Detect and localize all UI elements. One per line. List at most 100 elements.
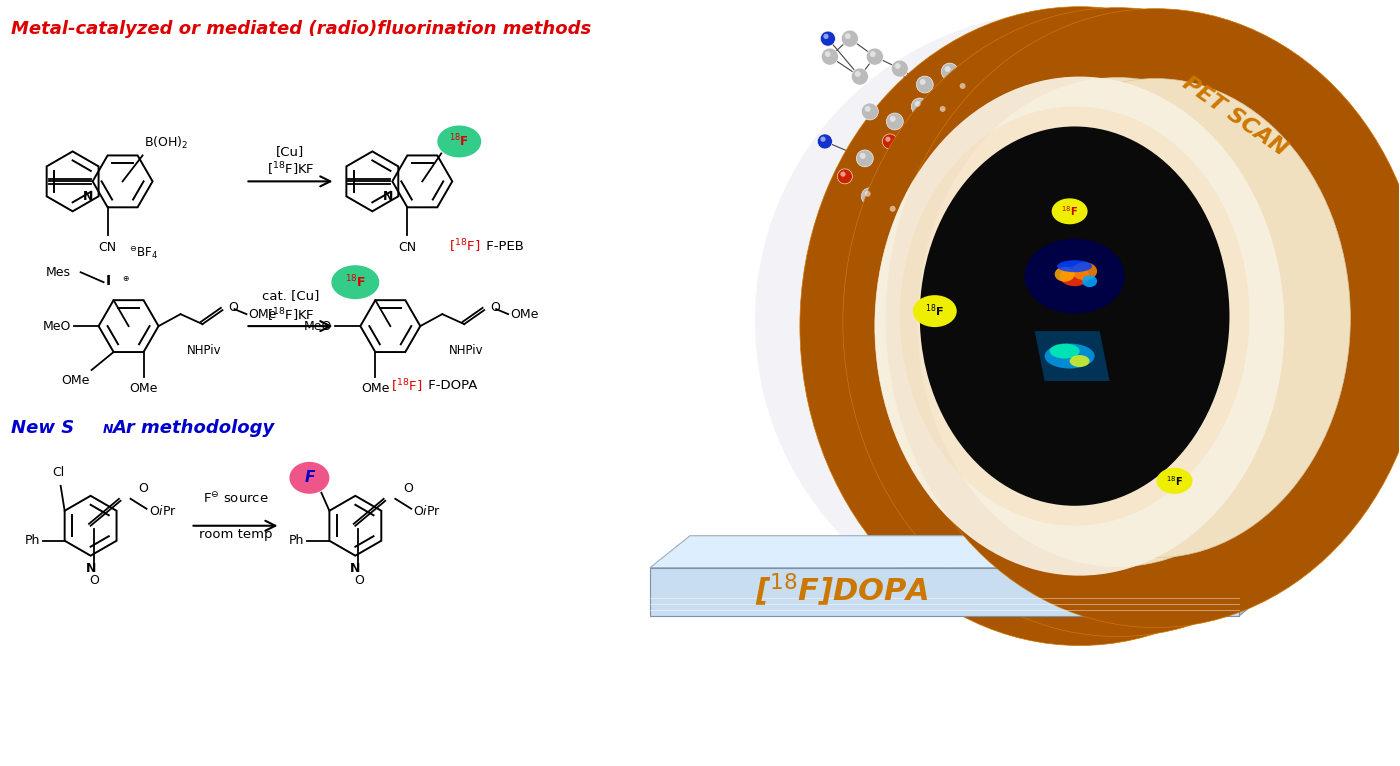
Circle shape (1165, 240, 1170, 244)
Ellipse shape (1082, 275, 1098, 287)
Text: Ar methodology: Ar methodology (112, 419, 274, 437)
Text: [Cu]: [Cu] (276, 146, 305, 159)
Ellipse shape (1057, 260, 1092, 272)
Circle shape (1221, 180, 1238, 197)
Ellipse shape (1054, 267, 1075, 282)
Circle shape (1221, 126, 1238, 143)
Circle shape (916, 76, 934, 93)
Ellipse shape (1072, 262, 1098, 280)
Text: OMe: OMe (62, 374, 90, 387)
Circle shape (1246, 166, 1253, 172)
Text: F: F (304, 470, 315, 486)
Ellipse shape (1060, 267, 1089, 286)
Circle shape (820, 136, 826, 142)
Circle shape (1170, 326, 1175, 332)
Text: N: N (384, 190, 393, 203)
Circle shape (882, 134, 897, 149)
Circle shape (855, 71, 861, 77)
Circle shape (941, 63, 958, 80)
Ellipse shape (1050, 344, 1079, 358)
Ellipse shape (886, 8, 1400, 627)
Circle shape (825, 51, 830, 57)
Circle shape (857, 150, 874, 167)
Circle shape (1191, 250, 1208, 267)
Text: O$i$Pr: O$i$Pr (148, 504, 176, 518)
Circle shape (1219, 293, 1225, 299)
Circle shape (867, 48, 883, 65)
Circle shape (1196, 140, 1212, 157)
Circle shape (892, 60, 909, 77)
Circle shape (1225, 183, 1231, 188)
Text: N: N (102, 423, 113, 436)
Ellipse shape (900, 106, 1249, 525)
Circle shape (841, 30, 858, 47)
Polygon shape (650, 568, 1239, 616)
Ellipse shape (1156, 468, 1193, 494)
Text: [$^{18}$F]KF: [$^{18}$F]KF (266, 161, 314, 178)
Ellipse shape (918, 77, 1317, 567)
Circle shape (1225, 106, 1231, 112)
Circle shape (935, 240, 941, 244)
Circle shape (890, 116, 896, 122)
Text: O: O (354, 574, 364, 587)
Ellipse shape (799, 7, 1359, 646)
Ellipse shape (1025, 239, 1124, 313)
Circle shape (851, 68, 868, 85)
Ellipse shape (960, 79, 1351, 558)
Circle shape (890, 206, 896, 211)
Circle shape (1191, 306, 1208, 322)
Circle shape (939, 106, 945, 112)
Circle shape (820, 31, 836, 46)
Text: OMe: OMe (129, 382, 158, 395)
Circle shape (970, 260, 976, 267)
Ellipse shape (1044, 344, 1095, 368)
Ellipse shape (290, 462, 329, 494)
Text: O: O (139, 483, 148, 496)
Circle shape (913, 259, 927, 273)
Text: New S: New S (11, 419, 74, 437)
Circle shape (865, 191, 871, 197)
Ellipse shape (875, 77, 1284, 576)
Circle shape (1203, 203, 1208, 209)
Circle shape (886, 113, 903, 130)
Circle shape (860, 153, 865, 159)
Circle shape (991, 221, 995, 227)
Circle shape (911, 98, 928, 115)
Ellipse shape (913, 295, 956, 327)
Circle shape (1243, 140, 1260, 157)
Circle shape (1246, 143, 1253, 149)
Ellipse shape (1070, 355, 1089, 367)
Circle shape (920, 79, 925, 85)
Circle shape (1267, 177, 1282, 192)
Text: O: O (228, 300, 238, 313)
Text: O$i$Pr: O$i$Pr (413, 504, 441, 518)
Polygon shape (650, 535, 1280, 568)
Circle shape (1176, 216, 1193, 233)
Circle shape (1196, 163, 1212, 180)
Circle shape (1168, 323, 1182, 339)
Text: $^{18}$F: $^{18}$F (449, 133, 469, 150)
Circle shape (1222, 104, 1238, 119)
Text: Metal-catalyzed or mediated (radio)fluorination methods: Metal-catalyzed or mediated (radio)fluor… (11, 20, 591, 38)
Text: PET SCAN: PET SCAN (1179, 73, 1291, 160)
Circle shape (914, 101, 921, 107)
Text: room temp: room temp (199, 528, 272, 541)
Text: [$^{18}$F]: [$^{18}$F] (391, 377, 423, 394)
Circle shape (1225, 129, 1231, 135)
Text: I: I (106, 274, 111, 288)
Text: $^{18}$F: $^{18}$F (1166, 474, 1183, 488)
Circle shape (840, 172, 846, 177)
Text: N: N (85, 561, 95, 574)
Text: [$^{18}$F]: [$^{18}$F] (449, 237, 480, 255)
Circle shape (823, 34, 829, 39)
Polygon shape (1035, 331, 1110, 381)
Circle shape (1162, 237, 1177, 252)
Ellipse shape (843, 8, 1393, 637)
Circle shape (970, 236, 976, 242)
Circle shape (895, 63, 900, 69)
Text: OMe: OMe (361, 382, 389, 395)
Circle shape (1217, 290, 1233, 306)
Circle shape (911, 218, 928, 234)
Text: CN: CN (98, 241, 116, 254)
Circle shape (941, 273, 958, 290)
